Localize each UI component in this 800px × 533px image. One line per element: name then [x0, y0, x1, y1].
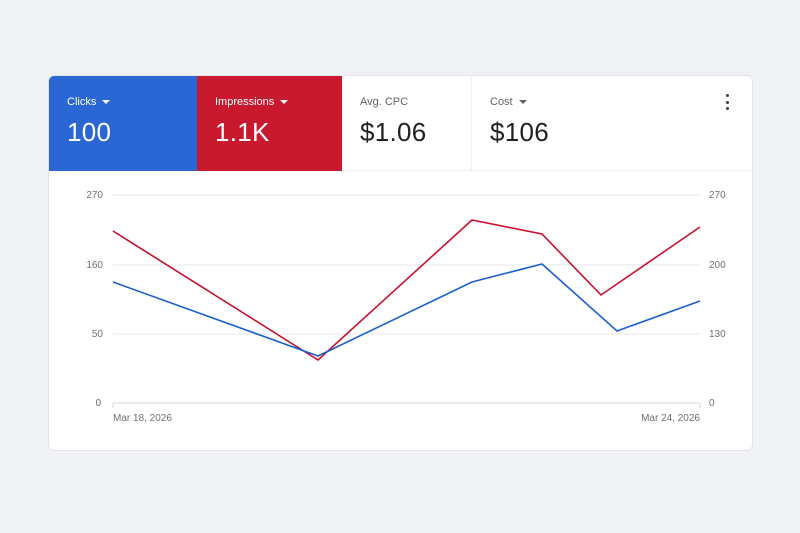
svg-text:0: 0 [709, 398, 715, 409]
performance-card: Clicks 100 Impressions 1.1K Avg. CPC $1.… [48, 75, 753, 451]
line-chart: 270 160 50 0 270 200 130 0 Mar 18, 2026 … [86, 190, 726, 424]
clicks-label-text: Clicks [67, 96, 97, 108]
svg-text:0: 0 [95, 398, 101, 409]
dropdown-caret-icon[interactable] [518, 100, 527, 104]
svg-text:130: 130 [709, 329, 726, 340]
dropdown-caret-icon[interactable] [280, 100, 289, 104]
cost-label[interactable]: Cost [490, 96, 734, 108]
cost-label-text: Cost [490, 96, 513, 108]
svg-text:Mar 18, 2026: Mar 18, 2026 [113, 413, 172, 424]
impressions-label[interactable]: Impressions [215, 96, 324, 108]
avg-cpc-tile[interactable]: Avg. CPC $1.06 [342, 76, 472, 171]
avg-cpc-label: Avg. CPC [360, 96, 409, 108]
svg-text:200: 200 [709, 260, 726, 271]
clicks-line [112, 263, 701, 357]
clicks-value: 100 [67, 117, 112, 147]
left-axis-labels: 270 160 50 0 [86, 190, 103, 409]
svg-text:160: 160 [86, 260, 103, 271]
svg-text:50: 50 [92, 329, 104, 340]
svg-text:270: 270 [86, 190, 103, 201]
impressions-label-text: Impressions [215, 96, 275, 108]
svg-text:Mar 24, 2026: Mar 24, 2026 [641, 413, 700, 424]
impressions-line [112, 219, 701, 362]
impressions-value: 1.1K [215, 117, 270, 147]
clicks-label[interactable]: Clicks [67, 96, 179, 108]
clicks-tile[interactable]: Clicks 100 [49, 76, 197, 171]
dropdown-caret-icon[interactable] [102, 100, 111, 104]
avg-cpc-value: $1.06 [360, 117, 427, 147]
gridlines [112, 194, 701, 408]
cost-tile[interactable]: Cost $106 [472, 76, 752, 171]
metric-tiles: Clicks 100 Impressions 1.1K Avg. CPC $1.… [49, 76, 752, 171]
more-vert-icon[interactable] [722, 94, 732, 110]
svg-text:270: 270 [709, 190, 726, 201]
x-axis-labels: Mar 18, 2026 Mar 24, 2026 [113, 413, 700, 424]
impressions-tile[interactable]: Impressions 1.1K [197, 76, 342, 171]
cost-value: $106 [490, 117, 550, 147]
right-axis-labels: 270 200 130 0 [709, 190, 726, 409]
